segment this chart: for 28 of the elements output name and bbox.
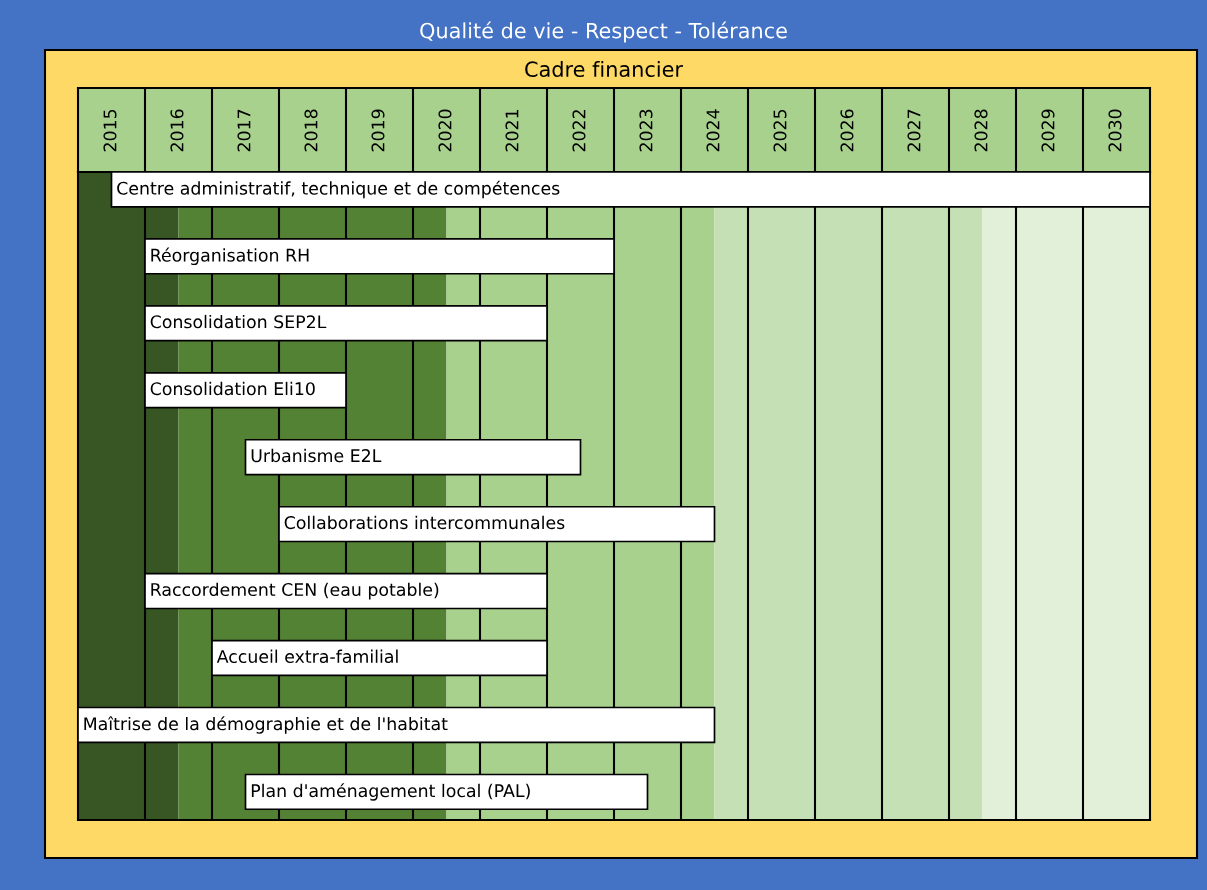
y-tick-label: Consolidation SEP2L	[150, 314, 327, 329]
x-tick-label: 2026	[840, 109, 854, 152]
y-tick-label: Maîtrise de la démographie et de l'habitat	[84, 716, 448, 734]
y-tick-label: Accueil extra-familial	[216, 649, 398, 664]
y-tick-label: Raccordement CEN (eau potable)	[151, 582, 439, 600]
y-tick-label: Centre administratif, technique et de compétences	[117, 180, 560, 199]
y-tick-label: Collaborations intercommunales	[284, 515, 565, 530]
y-tick-label: Plan d'aménagement local (PAL)	[251, 783, 530, 801]
x-tick-label: 2018	[304, 109, 318, 152]
x-tick-label: 2028	[974, 109, 988, 152]
x-tick-label: 2023	[639, 109, 653, 152]
x-tick-label: 2024	[706, 109, 720, 152]
x-tick-label: 2022	[572, 110, 586, 152]
x-tick-label: 2020	[438, 109, 452, 152]
x-tick-label: 2030	[1108, 109, 1122, 152]
x-tick-label: 2021	[505, 109, 519, 152]
y-tick-label: Réorganisation RH	[151, 247, 309, 266]
x-tick-label: 2025	[773, 109, 787, 152]
x-tick-label: 2027	[907, 109, 921, 152]
x-tick-label: 2017	[237, 109, 251, 152]
chart-subtitle: Cadre financier	[525, 60, 683, 78]
y-tick-label: Consolidation Eli10	[150, 381, 315, 396]
chart-title: Qualité de vie - Respect - Tolérance	[420, 21, 787, 43]
x-tick-label: 2029	[1041, 109, 1055, 152]
y-tick-label: Urbanisme E2L	[251, 448, 382, 463]
x-tick-label: 2016	[170, 109, 184, 152]
x-tick-label: 2019	[371, 109, 385, 152]
x-tick-label: 2015	[103, 109, 117, 152]
